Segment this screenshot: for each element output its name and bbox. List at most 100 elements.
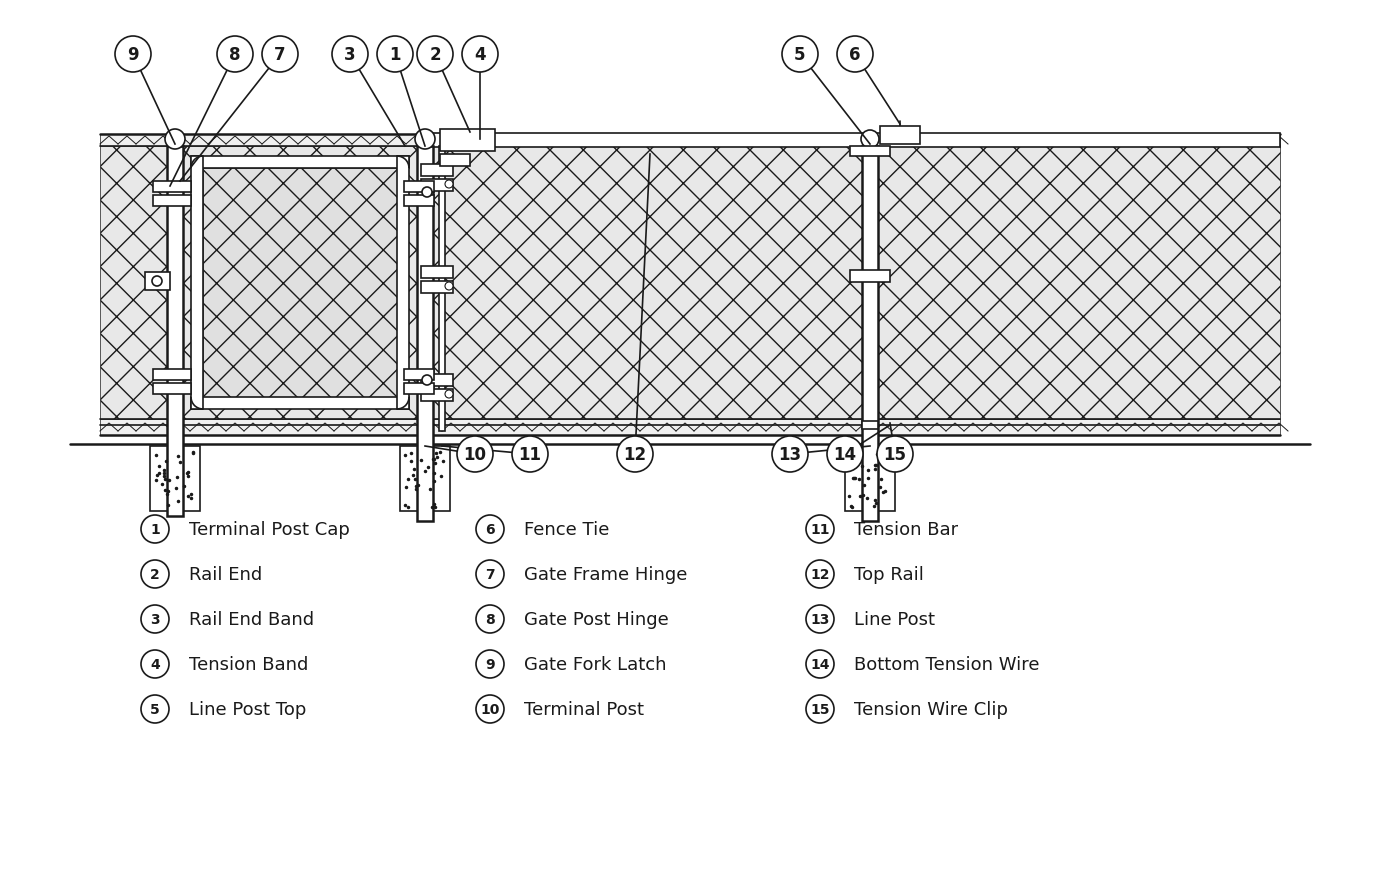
Circle shape — [476, 650, 504, 678]
Circle shape — [806, 516, 834, 544]
Bar — [862, 146, 879, 522]
Circle shape — [860, 131, 879, 149]
Circle shape — [476, 516, 504, 544]
Circle shape — [141, 516, 169, 544]
Text: Terminal Post Cap: Terminal Post Cap — [189, 520, 350, 538]
Text: 7: 7 — [485, 567, 495, 581]
Text: Line Post: Line Post — [853, 610, 935, 628]
Circle shape — [806, 695, 834, 724]
Bar — [152, 196, 192, 207]
Bar — [99, 135, 1280, 146]
Circle shape — [772, 437, 809, 473]
Circle shape — [417, 37, 453, 73]
Text: Tension Wire Clip: Tension Wire Clip — [853, 700, 1009, 718]
Text: 10: 10 — [463, 446, 487, 463]
Circle shape — [262, 37, 298, 73]
Text: 4: 4 — [150, 657, 159, 671]
Circle shape — [217, 37, 253, 73]
Text: Fence Tie: Fence Tie — [525, 520, 610, 538]
Circle shape — [152, 276, 162, 287]
Text: 15: 15 — [810, 702, 830, 717]
Text: Tension Band: Tension Band — [189, 655, 308, 674]
Bar — [404, 369, 434, 381]
Bar — [152, 369, 192, 381]
Circle shape — [782, 37, 818, 73]
Circle shape — [445, 282, 453, 290]
Text: Top Rail: Top Rail — [853, 566, 923, 583]
Text: 15: 15 — [884, 446, 907, 463]
Text: 14: 14 — [810, 657, 830, 671]
Bar — [404, 383, 434, 395]
Circle shape — [422, 375, 432, 386]
Text: 6: 6 — [849, 46, 860, 64]
Bar — [851, 271, 890, 282]
Bar — [203, 168, 397, 397]
Text: 7: 7 — [274, 46, 285, 64]
Text: 4: 4 — [474, 46, 485, 64]
Circle shape — [512, 437, 548, 473]
Text: 1: 1 — [389, 46, 400, 64]
Bar — [845, 446, 895, 511]
Bar — [429, 134, 1280, 148]
Text: 1: 1 — [150, 523, 159, 537]
Bar — [441, 155, 470, 167]
Bar — [417, 146, 434, 522]
Text: Gate Fork Latch: Gate Fork Latch — [525, 655, 666, 674]
Bar — [441, 130, 495, 152]
Bar — [192, 397, 409, 410]
Text: 5: 5 — [150, 702, 159, 717]
Text: 11: 11 — [519, 446, 541, 463]
Bar — [862, 422, 879, 430]
Bar — [421, 165, 453, 177]
Circle shape — [115, 37, 151, 73]
Bar — [166, 146, 183, 517]
Bar — [421, 374, 453, 387]
Text: Terminal Post: Terminal Post — [525, 700, 644, 718]
Circle shape — [877, 437, 914, 473]
Text: 3: 3 — [344, 46, 355, 64]
Circle shape — [476, 605, 504, 633]
Bar — [421, 389, 453, 402]
Bar — [880, 127, 921, 145]
Bar — [421, 180, 453, 192]
Circle shape — [141, 560, 169, 588]
Circle shape — [806, 605, 834, 633]
Bar — [145, 273, 171, 290]
Circle shape — [141, 605, 169, 633]
Text: 10: 10 — [480, 702, 499, 717]
Bar — [99, 419, 1280, 436]
Text: Rail End Band: Rail End Band — [189, 610, 315, 628]
Circle shape — [141, 650, 169, 678]
Bar — [404, 196, 434, 207]
Circle shape — [476, 695, 504, 724]
Circle shape — [141, 695, 169, 724]
Circle shape — [806, 650, 834, 678]
Bar — [99, 145, 1280, 419]
Bar — [400, 446, 450, 511]
Circle shape — [422, 188, 432, 198]
Bar — [404, 182, 434, 193]
Bar — [421, 282, 453, 294]
Bar — [150, 446, 200, 511]
Circle shape — [617, 437, 653, 473]
Text: 11: 11 — [810, 523, 830, 537]
Text: 12: 12 — [810, 567, 830, 581]
Circle shape — [416, 130, 435, 150]
Circle shape — [837, 37, 873, 73]
Circle shape — [445, 390, 453, 398]
Bar — [192, 157, 203, 410]
Bar — [851, 146, 890, 157]
Text: 8: 8 — [485, 612, 495, 626]
Text: 6: 6 — [485, 523, 495, 537]
Text: 9: 9 — [127, 46, 139, 64]
Circle shape — [332, 37, 368, 73]
Text: Gate Frame Hinge: Gate Frame Hinge — [525, 566, 687, 583]
Bar — [152, 383, 192, 395]
Circle shape — [376, 37, 413, 73]
Text: Gate Post Hinge: Gate Post Hinge — [525, 610, 669, 628]
Text: Bottom Tension Wire: Bottom Tension Wire — [853, 655, 1039, 674]
Text: 13: 13 — [810, 612, 830, 626]
Text: 2: 2 — [150, 567, 159, 581]
Text: 14: 14 — [834, 446, 856, 463]
Circle shape — [165, 130, 185, 150]
